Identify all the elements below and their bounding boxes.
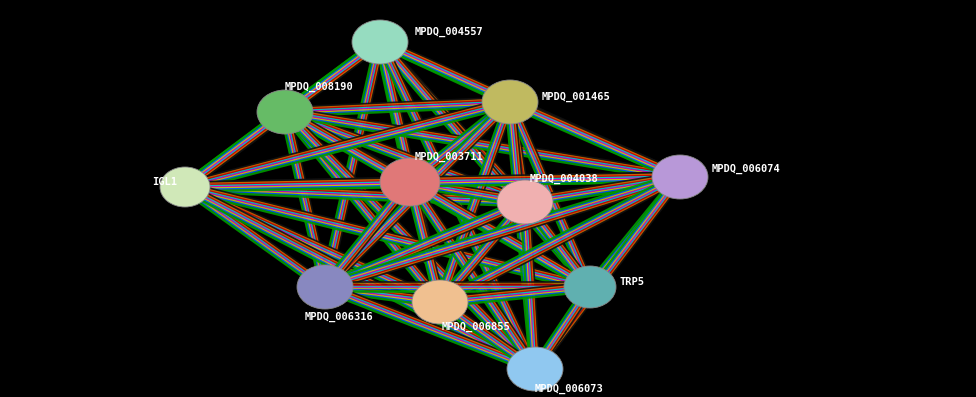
Ellipse shape bbox=[352, 20, 408, 64]
Ellipse shape bbox=[497, 180, 553, 224]
Text: MPDQ_004038: MPDQ_004038 bbox=[530, 174, 598, 184]
Text: MPDQ_004557: MPDQ_004557 bbox=[415, 27, 484, 37]
Text: MPDQ_006855: MPDQ_006855 bbox=[442, 322, 510, 332]
Ellipse shape bbox=[652, 155, 708, 199]
Ellipse shape bbox=[297, 265, 353, 309]
Ellipse shape bbox=[380, 158, 440, 206]
Ellipse shape bbox=[482, 80, 538, 124]
Text: MPDQ_006316: MPDQ_006316 bbox=[305, 312, 374, 322]
Text: MPDQ_003711: MPDQ_003711 bbox=[415, 152, 484, 162]
Text: MPDQ_006073: MPDQ_006073 bbox=[535, 384, 604, 394]
Text: MPDQ_008190: MPDQ_008190 bbox=[285, 82, 353, 92]
Text: MPDQ_001465: MPDQ_001465 bbox=[542, 92, 611, 102]
Ellipse shape bbox=[160, 167, 210, 207]
Ellipse shape bbox=[507, 347, 563, 391]
Ellipse shape bbox=[564, 266, 616, 308]
Text: IGL1: IGL1 bbox=[152, 177, 177, 187]
Ellipse shape bbox=[412, 280, 468, 324]
Ellipse shape bbox=[257, 90, 313, 134]
Text: MPDQ_006074: MPDQ_006074 bbox=[712, 164, 781, 174]
Text: TRP5: TRP5 bbox=[620, 277, 645, 287]
